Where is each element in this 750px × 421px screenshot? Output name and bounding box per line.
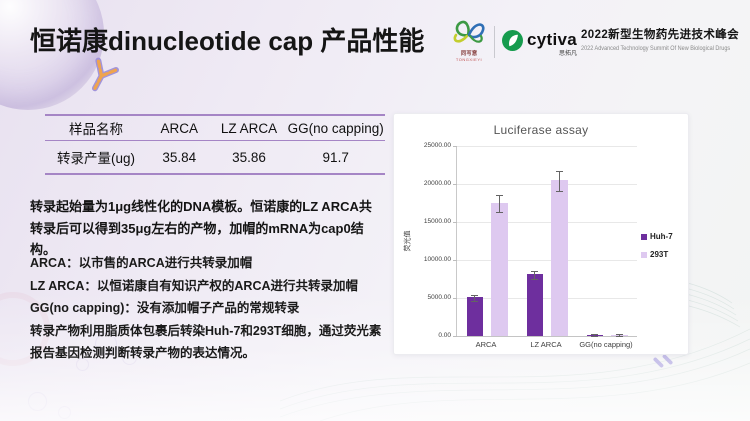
- gridline: [457, 260, 637, 261]
- cytiva-logo: cytiva 思拓凡: [502, 30, 577, 57]
- error-bar: [471, 294, 478, 302]
- x-tick-label: LZ ARCA: [530, 340, 562, 349]
- cytiva-leaf-icon: [502, 30, 523, 51]
- cytiva-cn-label: 思拓凡: [559, 51, 578, 57]
- chart-legend: Huh-7 293T: [641, 232, 673, 268]
- error-bar: [591, 334, 598, 338]
- y-tick-label: 0.00: [438, 332, 451, 339]
- summit-title-cn: 2022新型生物药先进技术峰会: [581, 29, 740, 41]
- gridline: [457, 336, 637, 337]
- tick-mark: [453, 260, 457, 261]
- table-row: 转录产量(ug) 35.84 35.86 91.7: [45, 141, 385, 174]
- table-header-cell: LZ ARCA: [220, 120, 278, 136]
- note-item: LZ ARCA：以恒诺康自有知识产权的ARCA进行共转录加帽: [30, 278, 358, 293]
- logo-divider: [494, 26, 495, 58]
- table-cell: 转录产量(ug): [56, 151, 135, 166]
- chart-title: Luciferase assay: [493, 123, 589, 137]
- error-bar: [555, 170, 563, 192]
- sample-table: 样品名称 ARCA LZ ARCA GG(no capping) 转录产量(ug…: [45, 114, 385, 175]
- table-cell: 35.86: [232, 149, 266, 165]
- gridline: [457, 146, 637, 147]
- chart-ytick-labels: 0.00 5000.00 10000.00 15000.00 20000.00 25000…: [394, 142, 452, 339]
- tick-mark: [453, 336, 457, 337]
- notes-list: ARCA：以市售的ARCA进行共转录加帽 LZ ARCA：以恒诺康自有知识产权的…: [30, 252, 390, 365]
- gridline: [457, 298, 637, 299]
- legend-item-293t: 293T: [641, 250, 673, 259]
- molecule-decoration: [58, 406, 71, 419]
- x-tick-label: ARCA: [475, 340, 497, 349]
- y-tick-label: 10000.00: [423, 256, 451, 263]
- summit-title-en: 2022 Advanced Technology Summit Of New B…: [581, 45, 731, 52]
- partner-logo-sublabel: TONGXIEYI: [455, 57, 483, 62]
- tick-mark: [453, 146, 457, 147]
- table-header-cell: 样品名称: [69, 122, 123, 137]
- gridline: [457, 222, 637, 223]
- bar: [550, 180, 568, 336]
- bar: [466, 297, 483, 336]
- tick-mark: [453, 298, 457, 299]
- x-tick-label: GG(no capping): [579, 340, 633, 349]
- tick-mark: [453, 184, 457, 185]
- butterfly-logo-icon: [453, 20, 485, 43]
- summit-title-block: 2022新型生物药先进技术峰会 2022 Advanced Technology…: [581, 26, 750, 52]
- legend-label: 293T: [650, 250, 669, 259]
- partner-logo: 同写意 TONGXIEYI: [447, 15, 491, 62]
- chart-xtick-labels: ARCA LZ ARCA GG(no capping): [456, 340, 636, 352]
- antibody-icon: [91, 57, 119, 92]
- legend-swatch-293t: [641, 251, 647, 258]
- note-item: ARCA：以市售的ARCA进行共转录加帽: [30, 256, 253, 270]
- summary-paragraph: 转录起始量为1μg线性化的DNA模板。恒诺康的LZ ARCA共转录后可以得到35…: [30, 199, 372, 257]
- cytiva-wordmark: cytiva: [527, 30, 578, 49]
- table-header-row: 样品名称 ARCA LZ ARCA GG(no capping): [45, 115, 385, 141]
- tick-mark: [453, 222, 457, 223]
- y-tick-label: 20000.00: [423, 180, 451, 187]
- chart-plot: [453, 146, 637, 338]
- legend-item-huh7: Huh-7: [641, 232, 673, 241]
- table-cell: 35.84: [162, 149, 197, 165]
- chart-card: Luciferase assay 荧光值 0.00 5000.00 10000.00…: [393, 113, 689, 355]
- error-bar: [615, 334, 623, 338]
- legend-label: Huh-7: [650, 232, 673, 241]
- slide-title: 恒诺康dinucleotide cap 产品性能: [30, 26, 425, 56]
- table-header-cell: ARCA: [160, 120, 199, 136]
- table-header-cell: GG(no capping): [287, 120, 384, 136]
- y-tick-label: 5000.00: [427, 294, 452, 301]
- molecule-decoration: [28, 392, 47, 411]
- gridline: [457, 184, 637, 185]
- error-bar: [495, 195, 503, 213]
- note-item: GG(no capping)：没有添加帽子产品的常规转录: [30, 301, 300, 315]
- error-bar: [531, 271, 538, 280]
- y-tick-label: 15000.00: [423, 218, 451, 225]
- y-tick-label: 25000.00: [423, 142, 451, 149]
- legend-swatch-huh7: [641, 233, 647, 240]
- note-item: 转录产物利用脂质体包裹后转染Huh-7和293T细胞，通过荧光素报告基因检测判断…: [30, 323, 382, 361]
- sample-table-wrap: 样品名称 ARCA LZ ARCA GG(no capping) 转录产量(ug…: [45, 114, 385, 175]
- bar: [526, 274, 543, 336]
- partner-logo-label: 同写意: [460, 51, 478, 57]
- bar: [490, 203, 508, 336]
- table-cell: 91.7: [322, 149, 349, 165]
